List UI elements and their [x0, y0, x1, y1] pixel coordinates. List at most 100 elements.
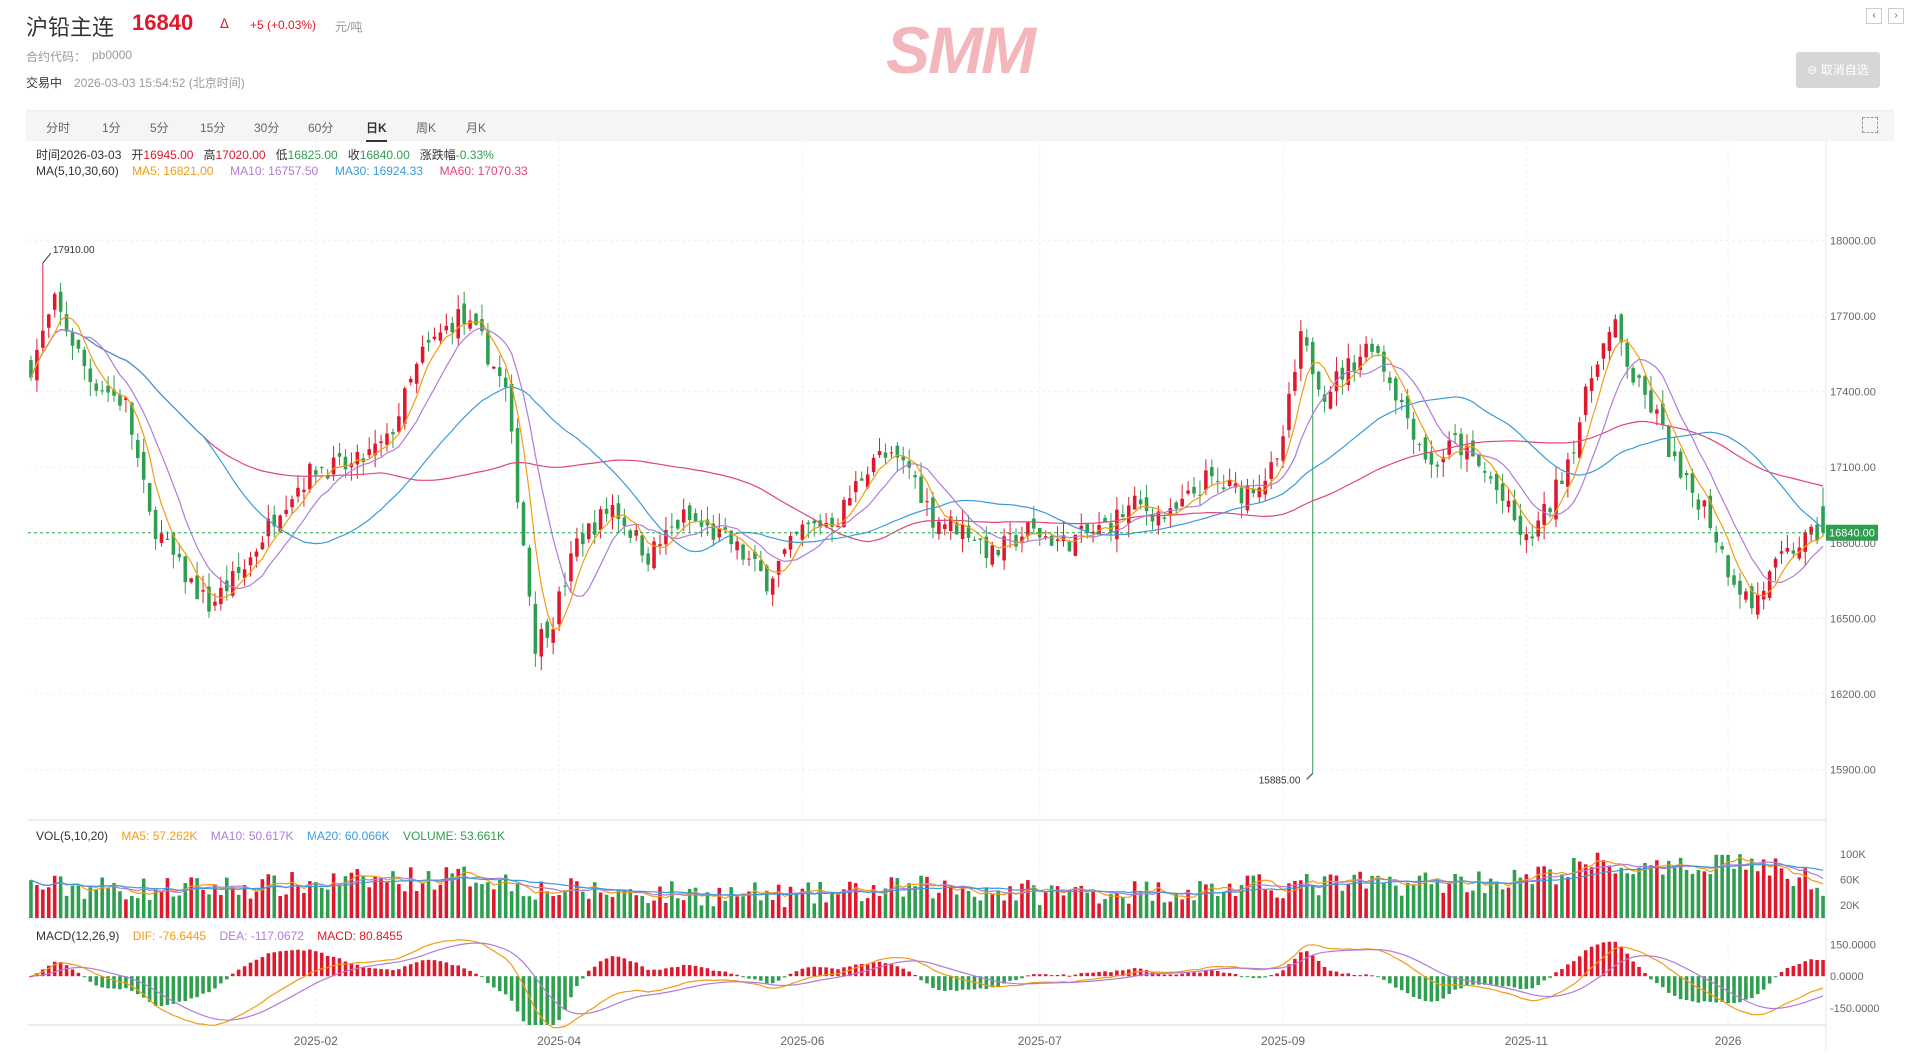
candle-body: [539, 629, 544, 657]
macd-bar: [978, 976, 983, 989]
macd-bar: [397, 969, 401, 977]
candle-body: [1310, 341, 1315, 375]
candle-body: [302, 489, 306, 492]
dea-line: [30, 942, 1824, 1021]
volume-bar: [1572, 858, 1576, 918]
volume-bar: [1453, 873, 1457, 918]
macd-bar: [1186, 972, 1190, 977]
macd-bar: [46, 965, 51, 977]
volume-bar: [1340, 890, 1345, 918]
volume-bar: [468, 886, 472, 918]
volume-bar: [1382, 883, 1386, 918]
candle-body: [379, 441, 383, 444]
macd-bar: [414, 962, 419, 977]
macd-bar: [302, 950, 306, 977]
macd-bar: [800, 968, 805, 977]
volume-bar: [213, 884, 217, 918]
volume-bar: [52, 875, 57, 918]
macd-bar: [1376, 976, 1380, 978]
candle-body: [1340, 367, 1345, 380]
fullscreen-icon[interactable]: [1862, 117, 1878, 133]
macd-bar: [1138, 968, 1143, 977]
volume-bar: [165, 878, 170, 918]
volume-bar: [1055, 886, 1060, 918]
macd-bar: [1275, 973, 1279, 977]
tab-monthly[interactable]: 月K: [466, 121, 487, 135]
macd-bar: [213, 976, 217, 989]
tab-daily[interactable]: 日K: [366, 119, 387, 142]
candle-body: [1809, 526, 1813, 535]
prev-arrow-icon[interactable]: ‹: [1866, 8, 1882, 24]
tab-5min[interactable]: 5分: [150, 121, 169, 135]
candle-body: [64, 314, 69, 332]
volume-bar: [1198, 881, 1202, 918]
volume-bar: [1358, 871, 1362, 918]
macd-bar: [207, 976, 211, 993]
volume-bar: [830, 892, 834, 918]
tab-30min[interactable]: 30分: [254, 121, 280, 135]
volume-bar: [254, 891, 259, 918]
macd-bar: [1518, 976, 1523, 989]
tab-weekly[interactable]: 周K: [416, 121, 437, 135]
volume-bar: [76, 885, 81, 918]
candle-body: [254, 551, 259, 557]
volume-bar: [1239, 885, 1244, 918]
candle-body: [1625, 342, 1629, 367]
volume-bar: [1281, 898, 1285, 918]
macd-bar: [1536, 976, 1540, 986]
volume-bar: [812, 903, 817, 918]
macd-bar: [545, 976, 550, 1025]
cancel-watchlist-button[interactable]: ⊖ 取消自选: [1796, 52, 1880, 88]
candle-body: [604, 508, 609, 514]
macd-bar: [1441, 976, 1446, 999]
candle-body: [1174, 502, 1179, 509]
volume-bar: [948, 885, 953, 918]
macd-bar: [408, 964, 413, 977]
macd-bar: [865, 963, 870, 977]
volume-bar: [711, 906, 716, 918]
volume-bar: [319, 887, 324, 918]
tab-timeshare[interactable]: 分时: [46, 121, 71, 135]
candle-body: [931, 497, 935, 528]
candle-body: [1803, 532, 1808, 552]
candle-body: [1192, 486, 1196, 494]
volume-bar: [521, 896, 526, 918]
vol-ma10: MA10: 50.617K: [210, 829, 294, 843]
candle-body: [1043, 536, 1048, 538]
macd-bar: [112, 976, 116, 989]
vol-label: VOL(5,10,20): [36, 829, 109, 843]
volume-bar: [1109, 893, 1113, 918]
candle-body: [545, 621, 550, 638]
tab-60min[interactable]: 60分: [308, 121, 334, 135]
tab-15min[interactable]: 15分: [200, 121, 226, 135]
vol-ma5-line: [30, 856, 1824, 900]
candle-body: [581, 533, 585, 545]
volume-bar: [46, 887, 51, 918]
candle-body: [966, 525, 971, 538]
candle-body: [153, 509, 158, 539]
candle-body: [575, 538, 579, 557]
candle-body: [1637, 375, 1641, 378]
volume-bar: [1738, 854, 1742, 918]
volume-bar: [486, 882, 490, 918]
volume-bar: [1293, 880, 1297, 918]
candle-body: [842, 499, 846, 528]
candle-body: [818, 520, 822, 528]
volume-bar: [29, 880, 33, 918]
tab-1min[interactable]: 1分: [102, 121, 121, 135]
volume-bar: [1002, 900, 1006, 918]
volume-bar: [634, 895, 639, 918]
next-arrow-icon[interactable]: ›: [1888, 8, 1904, 24]
macd-bar: [806, 967, 811, 977]
macd-bar: [1233, 974, 1238, 977]
macd-tick-label: 0.0000: [1830, 971, 1864, 983]
candle-body: [1613, 319, 1618, 338]
candle-body: [901, 456, 906, 461]
volume-bar: [1761, 859, 1766, 918]
volume-bar: [1815, 887, 1819, 918]
volume-bar: [1732, 868, 1736, 918]
candle-body: [515, 428, 520, 503]
macd-bar: [337, 958, 342, 977]
volume-bar: [1821, 895, 1825, 918]
max-marker: [42, 252, 52, 264]
